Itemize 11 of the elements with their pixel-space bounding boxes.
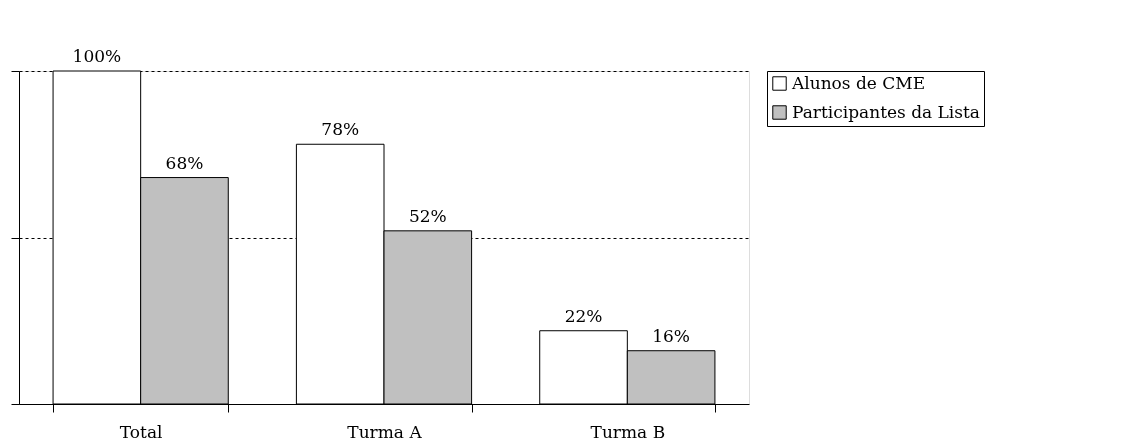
data-label: 16%	[652, 325, 691, 346]
x-tick-label: Total	[119, 421, 163, 442]
legend-label: Participantes da Lista	[792, 101, 980, 122]
data-label: 100%	[72, 46, 122, 66]
x-tick-label: Turma B	[590, 421, 666, 442]
x-tick-label: Turma A	[347, 421, 423, 442]
data-label: 22%	[564, 305, 603, 326]
data-label: 78%	[321, 119, 360, 140]
legend-label: Alunos de CME	[791, 72, 926, 93]
data-label: 52%	[408, 205, 447, 226]
data-label: 68%	[165, 152, 204, 173]
